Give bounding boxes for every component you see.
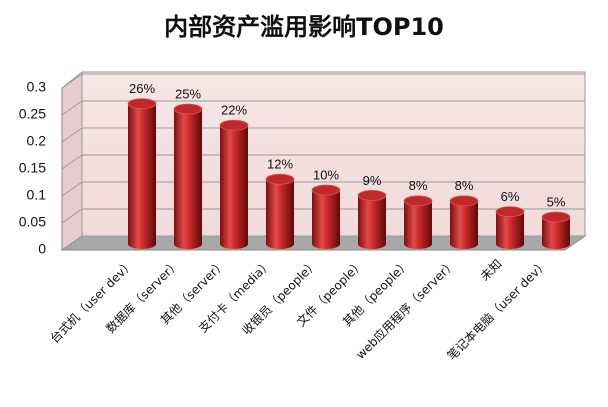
value-label: 12% [267,157,293,172]
x-tick-label: 台式机（user dev） [47,256,137,346]
grid-line [61,73,585,89]
value-label: 22% [221,103,247,118]
bar [219,119,249,249]
y-tick-label: 0.1 [27,187,47,203]
grid-line [61,181,585,197]
x-tick-label: 未知 [478,257,505,284]
bar [173,103,203,249]
bar [449,195,479,249]
value-label: 5% [547,194,566,209]
value-label: 25% [175,86,201,101]
y-tick-label: 0 [38,241,46,257]
grid-line [61,154,585,170]
bar [357,189,387,249]
side-wall [61,70,83,251]
bar [311,184,341,249]
grid-line [61,100,585,116]
y-tick-label: 0.25 [19,106,46,122]
value-label: 9% [363,173,382,188]
value-label: 6% [501,189,520,204]
chart-title: 内部资产滥用影响TOP10 [164,13,444,41]
y-tick-label: 0.05 [19,214,46,230]
bar [127,98,157,249]
y-tick-label: 0.15 [19,160,46,176]
value-label: 8% [409,178,428,193]
grid-line [61,127,585,143]
y-tick-label: 0.2 [27,133,47,149]
bar [265,173,295,249]
bar [403,195,433,249]
bar [495,206,525,249]
value-label: 8% [455,178,474,193]
value-label: 26% [129,81,155,96]
value-label: 10% [313,167,339,182]
bar [541,211,571,249]
y-tick-label: 0.3 [27,79,47,95]
